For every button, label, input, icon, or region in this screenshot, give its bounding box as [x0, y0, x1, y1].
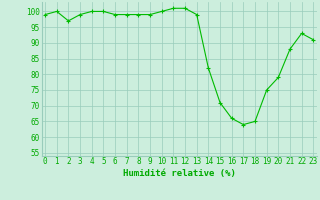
X-axis label: Humidité relative (%): Humidité relative (%): [123, 169, 236, 178]
